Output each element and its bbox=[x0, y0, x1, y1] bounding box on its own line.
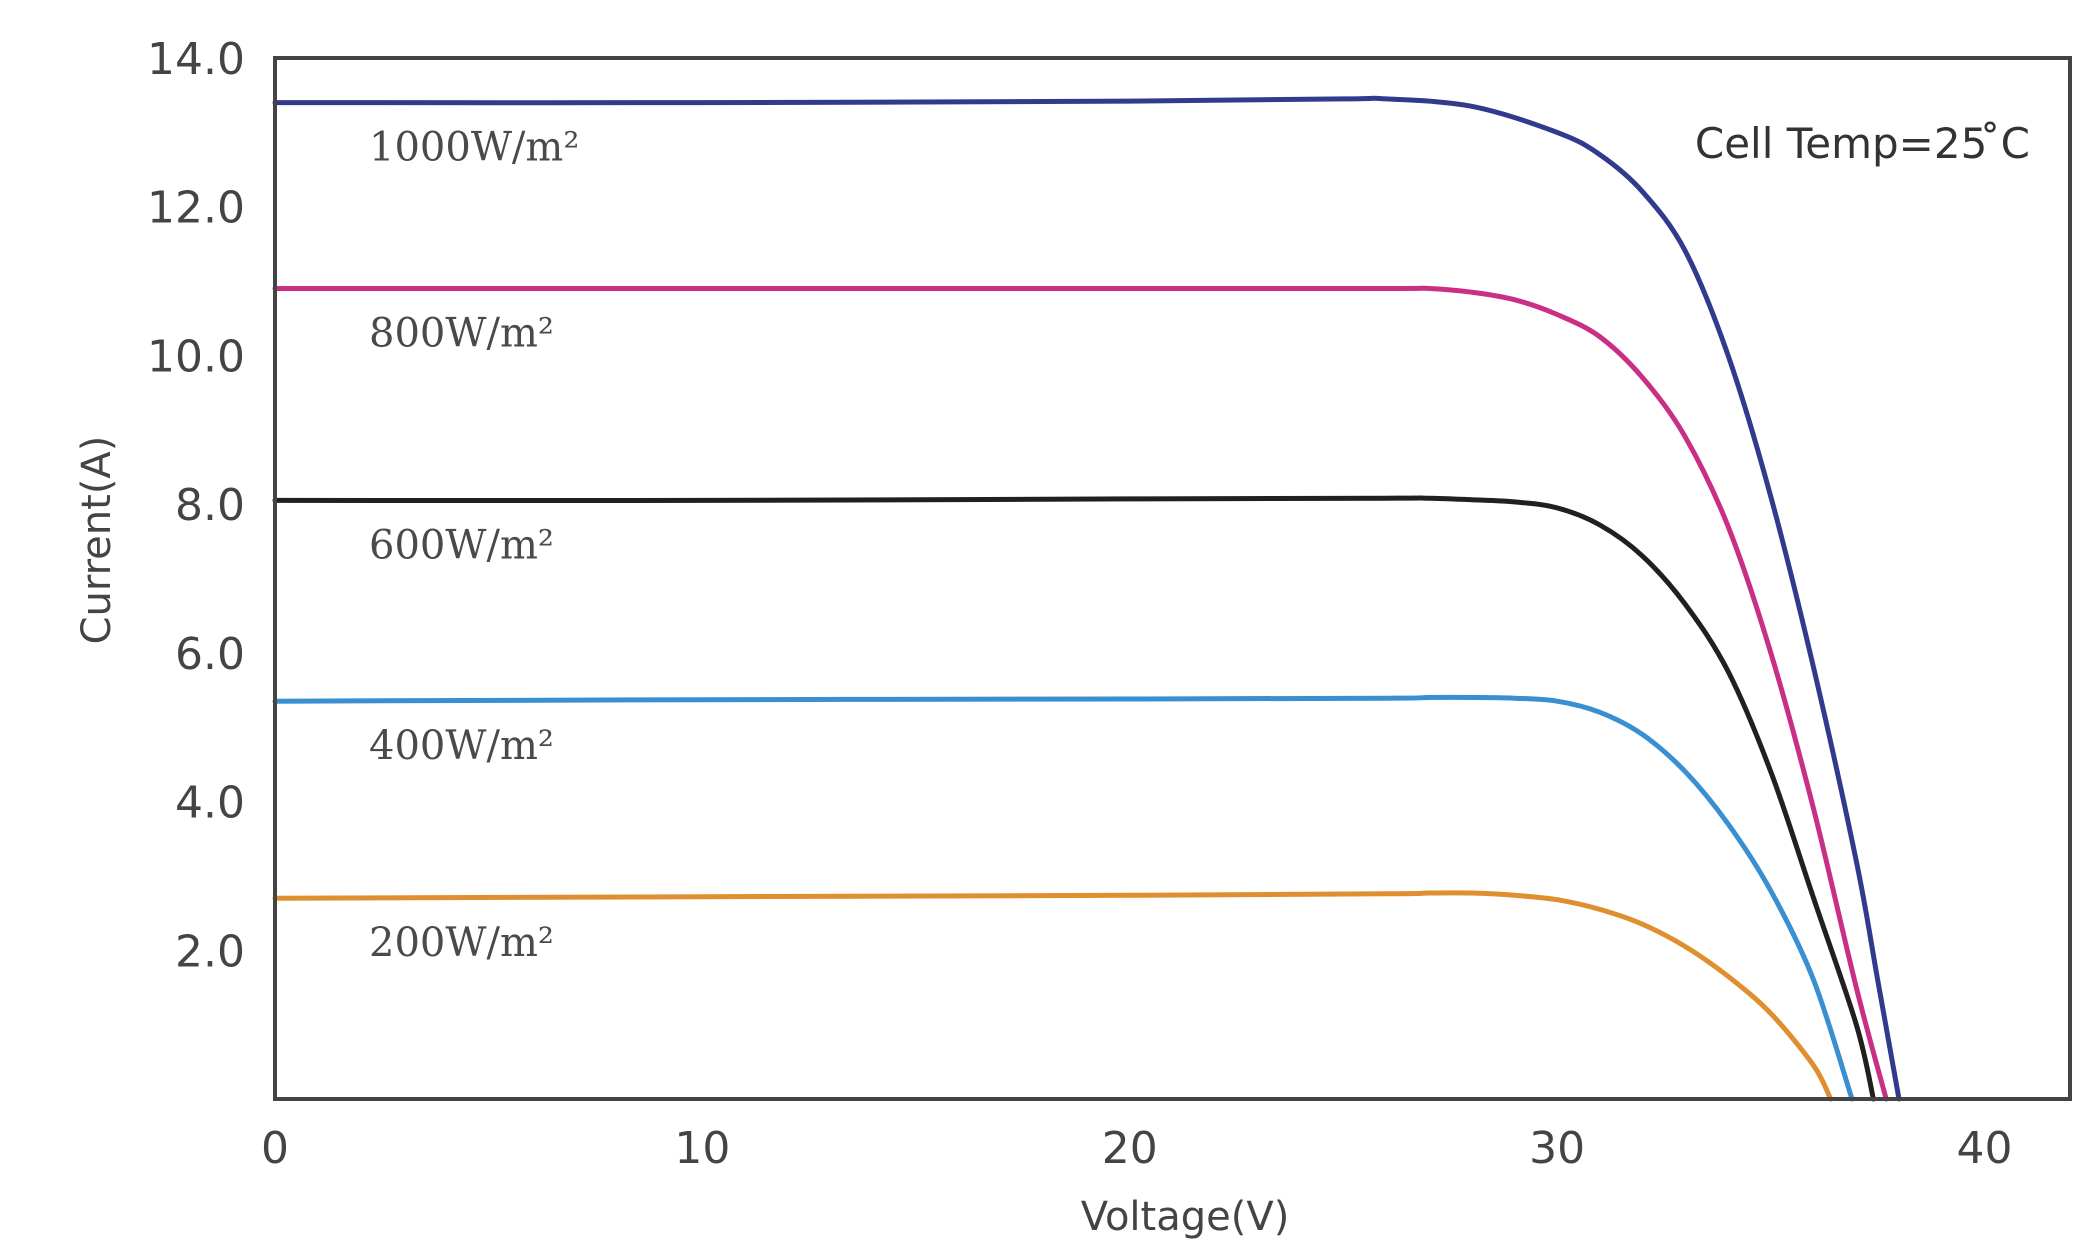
y-tick-label-6: 2.0 bbox=[175, 926, 245, 977]
series-curves bbox=[272, 95, 1902, 1102]
series-labels: 1000W/m² 800W/m² 600W/m² 400W/m² 200W/m² bbox=[369, 125, 579, 967]
series-label-4: 200W/m² bbox=[369, 920, 554, 966]
x-tick-label-1: 10 bbox=[674, 1123, 730, 1174]
x-tick-label-4: 40 bbox=[1957, 1123, 2013, 1174]
y-tick-label-4: 6.0 bbox=[175, 629, 245, 680]
y-tick-label-1: 12.0 bbox=[147, 183, 245, 234]
series-line-3 bbox=[272, 694, 1855, 1102]
series-line-2 bbox=[272, 495, 1876, 1102]
series-label-2: 600W/m² bbox=[369, 522, 554, 568]
x-tick-label-2: 20 bbox=[1102, 1123, 1158, 1174]
series-line-4 bbox=[272, 890, 1834, 1102]
y-tick-labels: 14.0 12.0 10.0 8.0 6.0 4.0 2.0 bbox=[147, 34, 245, 977]
series-line-1 bbox=[272, 285, 1889, 1102]
series-label-3: 400W/m² bbox=[369, 723, 554, 769]
series-label-0: 1000W/m² bbox=[369, 125, 579, 171]
y-tick-label-0: 14.0 bbox=[147, 34, 245, 85]
y-tick-label-3: 8.0 bbox=[175, 480, 245, 531]
series-line-0 bbox=[272, 95, 1902, 1102]
x-axis-title: Voltage(V) bbox=[1081, 1194, 1290, 1240]
series-label-1: 800W/m² bbox=[369, 311, 554, 357]
y-axis-title: Current(A) bbox=[74, 436, 120, 645]
x-tick-label-3: 30 bbox=[1529, 1123, 1585, 1174]
y-tick-label-2: 10.0 bbox=[147, 331, 245, 382]
y-tick-label-5: 4.0 bbox=[175, 778, 245, 829]
plot-frame bbox=[273, 56, 2072, 1101]
x-tick-label-0: 0 bbox=[261, 1123, 289, 1174]
x-tick-labels: 0 10 20 30 40 bbox=[261, 1123, 2013, 1174]
cell-temp-annotation: Cell Temp=25 ̊C bbox=[1695, 119, 2030, 168]
